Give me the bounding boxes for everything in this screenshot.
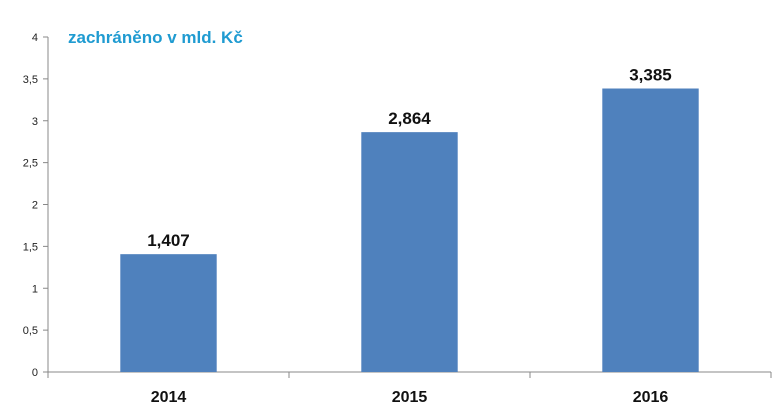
y-tick-label: 1 <box>32 283 38 295</box>
y-tick-label: 0,5 <box>23 325 38 337</box>
bar-2016 <box>602 88 699 372</box>
y-axis: 0 0,5 1 1,5 2 2,5 3 3,5 4 <box>23 32 49 379</box>
chart-title: zachráněno v mld. Kč <box>68 28 243 47</box>
y-tick-label: 2,5 <box>23 158 38 170</box>
data-label-2015: 2,864 <box>388 109 431 128</box>
x-axis: 2014 2015 2016 <box>47 371 772 406</box>
bar-2014 <box>120 254 217 372</box>
y-tick-label: 1,5 <box>23 241 38 253</box>
x-tick-label-2016: 2016 <box>633 389 669 406</box>
y-tick-label: 3 <box>32 116 38 128</box>
data-labels-group: 1,407 2,864 3,385 <box>147 66 672 251</box>
y-tick-label: 0 <box>32 367 38 379</box>
y-tick-label: 4 <box>32 32 38 44</box>
data-label-2016: 3,385 <box>629 66 672 85</box>
x-tick-label-2015: 2015 <box>392 389 428 406</box>
bar-2015 <box>361 132 458 372</box>
x-tick-label-2014: 2014 <box>151 389 187 406</box>
y-tick-label: 2 <box>32 200 38 212</box>
bars-group <box>120 88 699 372</box>
data-label-2014: 1,407 <box>147 231 190 250</box>
y-tick-label: 3,5 <box>23 74 38 86</box>
